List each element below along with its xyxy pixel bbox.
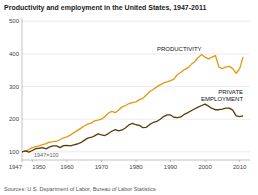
y-tick-label: 200 [9,116,20,122]
series-label-line: PRODUCTIVITY [157,46,202,52]
x-tick [22,160,23,162]
y-axis-line [22,18,23,160]
y-tick-label: 400 [9,51,20,57]
y-tick-label: 500 [9,18,20,24]
chart: Productivity and employment in the Unite… [0,0,258,195]
series-label-line: PRIVATE [218,89,243,95]
x-tick [66,160,67,162]
x-tick-label: 2000 [198,164,212,170]
source-note: Sources: U.S. Department of Labor, Burea… [4,186,156,192]
x-tick [205,160,206,162]
grid-line [22,53,250,54]
x-tick [101,160,102,162]
lines [22,55,243,153]
x-tick-label: 1947 [9,164,23,170]
x-tick-label: 1990 [164,164,178,170]
y-tick-label: 100 [9,149,20,155]
x-tick-label: 2010 [233,164,247,170]
series-label: PRODUCTIVITY [157,46,202,52]
annotation: 1947=100 [34,152,59,158]
x-tick-label: 1960 [60,164,74,170]
x-tick [136,160,137,162]
series-line [22,55,243,152]
series-label: PRIVATEEMPLOYMENT [201,89,243,102]
x-tick [170,160,171,162]
x-tick [239,160,240,162]
x-tick-label: 1970 [95,164,109,170]
x-tick [32,160,33,162]
series-label-line: EMPLOYMENT [201,96,243,102]
x-tick-label: 1950 [32,164,46,170]
grid-line [22,21,250,22]
y-tick-label: 300 [9,84,20,90]
x-tick-label: 1980 [129,164,143,170]
title: Productivity and employment in the Unite… [4,4,206,12]
grid-line [22,86,250,87]
series-line [22,104,243,152]
grid-line [22,119,250,120]
